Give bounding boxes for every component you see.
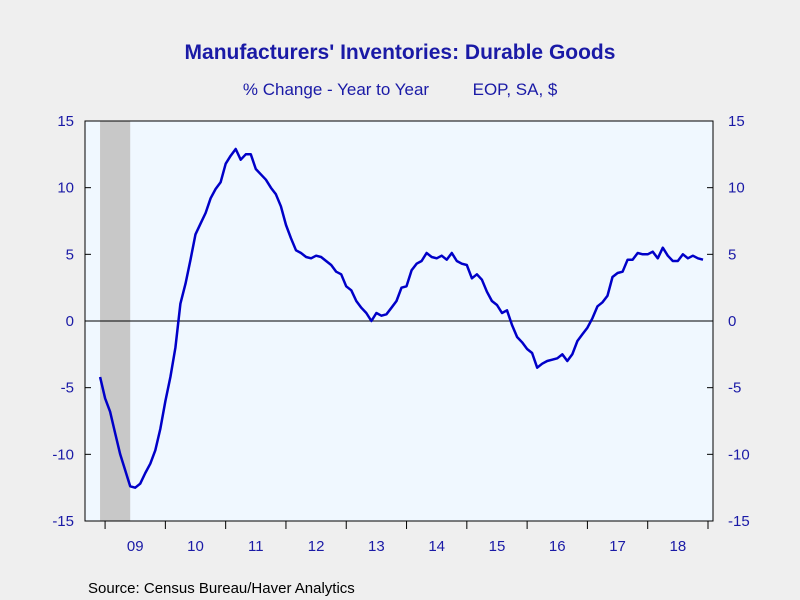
series-line bbox=[98, 147, 704, 489]
y-tick-label-right: 0 bbox=[728, 313, 736, 330]
x-tick-label: 15 bbox=[489, 538, 506, 555]
x-tick-label: 17 bbox=[609, 538, 626, 555]
y-tick-label-right: 15 bbox=[728, 113, 745, 130]
y-tick-label-left: -15 bbox=[52, 513, 74, 530]
chart-subtitle-units: EOP, SA, $ bbox=[473, 80, 558, 99]
y-tick-label-left: 5 bbox=[66, 246, 74, 263]
x-tick-label: 11 bbox=[248, 538, 264, 555]
x-tick-label: 13 bbox=[368, 538, 385, 555]
x-tick-label: 10 bbox=[187, 538, 204, 555]
y-tick-label-right: -15 bbox=[728, 513, 750, 530]
x-tick-label: 18 bbox=[670, 538, 687, 555]
y-tick-label-left: 0 bbox=[66, 313, 74, 330]
x-tick-label: 09 bbox=[127, 538, 144, 555]
y-tick-label-right: -10 bbox=[728, 446, 750, 463]
chart-title: Manufacturers' Inventories: Durable Good… bbox=[185, 41, 616, 64]
x-tick-label: 12 bbox=[308, 538, 325, 555]
source-note: Source: Census Bureau/Haver Analytics bbox=[88, 580, 355, 597]
y-tick-label-right: -5 bbox=[728, 380, 741, 397]
y-tick-label-left: -5 bbox=[61, 380, 74, 397]
y-tick-label-left: 10 bbox=[57, 180, 74, 197]
y-tick-label-left: -10 bbox=[52, 446, 74, 463]
y-tick-label-right: 10 bbox=[728, 180, 745, 197]
x-tick-label: 14 bbox=[428, 538, 445, 555]
x-tick-label: 16 bbox=[549, 538, 566, 555]
plot-frame bbox=[84, 120, 714, 522]
y-tick-label-left: 15 bbox=[57, 113, 74, 130]
chart-subtitle: % Change - Year to Year bbox=[243, 80, 430, 99]
y-tick-label-right: 5 bbox=[728, 246, 736, 263]
